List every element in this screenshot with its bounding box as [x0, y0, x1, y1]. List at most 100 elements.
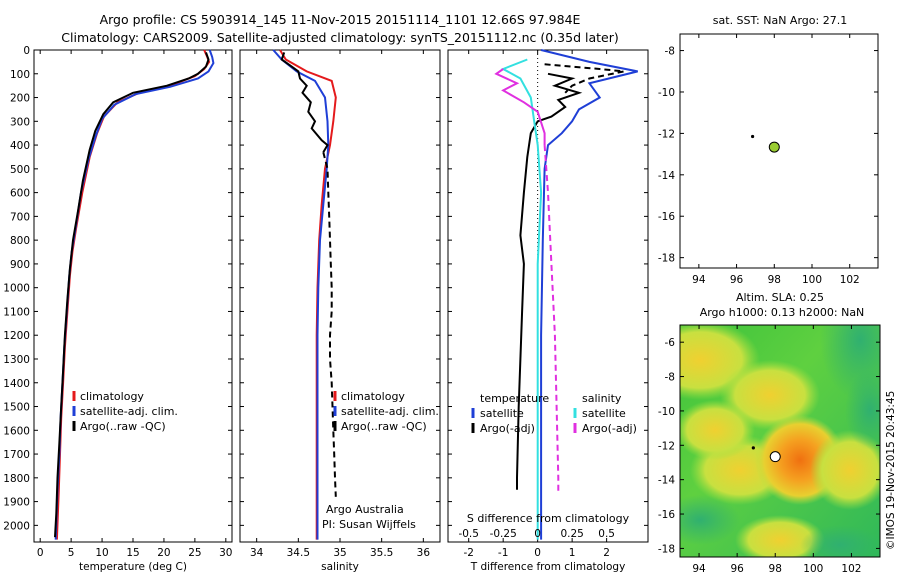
x-axis-label-top: S difference from climatology [467, 512, 630, 525]
map-frame [679, 33, 879, 269]
series-line-5 [543, 145, 560, 495]
legend-label: climatology [341, 390, 405, 403]
x-tick-label: 34.5 [287, 547, 310, 559]
y-tick-label: 600 [10, 188, 30, 200]
y-tick-label: 1600 [3, 425, 30, 437]
legend-label: satellite [480, 407, 524, 420]
x-tick-label: 1 [569, 547, 576, 559]
legend-label: Argo(-adj) [582, 422, 637, 435]
series-line-3 [500, 58, 543, 540]
x-axis-label: salinity [321, 561, 359, 573]
sst-map-panel: sat. SST: NaN Argo: 27.1 94 96 98 100 102 -8 -1… [658, 14, 879, 286]
x-tick-label: 10 [95, 547, 108, 559]
series-line-1 [272, 49, 330, 540]
y-tick-label: 100 [10, 69, 30, 81]
sla-map-panel: Altim. SLA: 0.25 Argo h1000: 0.13 h2000: … [658, 291, 881, 575]
y-tick-label: -12 [658, 440, 675, 452]
y-tick-label: -6 [665, 337, 676, 349]
annotation-text: Argo Australia [326, 503, 404, 516]
title-line-2: Climatology: CARS2009. Satellite-adjuste… [61, 30, 618, 45]
x-tick-label: 94 [692, 274, 706, 286]
plot-frame [239, 49, 441, 543]
map-title: sat. SST: NaN Argo: 27.1 [713, 14, 847, 27]
series-line-2 [544, 63, 625, 94]
argo-position-marker [768, 141, 780, 153]
x-tick-label: 100 [803, 563, 823, 575]
annotation-text: PI: Susan Wijffels [322, 518, 416, 531]
heatmap-blob [680, 495, 740, 545]
y-tick-label: -14 [658, 475, 675, 487]
series-line-1 [516, 72, 583, 490]
x-tick-label: 5 [68, 547, 75, 559]
x-tick-label: 20 [157, 547, 170, 559]
heatmap-blob [845, 370, 880, 450]
plot-frame [447, 49, 649, 543]
x-tick-label: 102 [841, 563, 861, 575]
x-tick-label: 102 [840, 274, 860, 286]
y-tick-label: 1300 [3, 354, 30, 366]
legend-label: Argo(-adj) [480, 422, 535, 435]
y-tick-label: 2000 [3, 520, 30, 532]
legend-label: Argo(..raw -QC) [80, 420, 166, 433]
y-tick-label: 1100 [3, 306, 30, 318]
y-tick-label: 500 [10, 164, 30, 176]
y-tick-label: 1000 [3, 283, 30, 295]
y-tick-label: 300 [10, 116, 30, 128]
x-top-tick-label: -0.25 [490, 528, 517, 540]
y-tick-label: 1200 [3, 330, 30, 342]
heatmap-blob [680, 400, 755, 460]
x-tick-label: -2 [463, 547, 473, 559]
x-tick-label: 96 [730, 274, 744, 286]
heatmap-blob [810, 430, 880, 510]
series-line-0 [540, 49, 638, 540]
y-tick-label: 700 [10, 211, 30, 223]
y-tick-label: 1400 [3, 378, 30, 390]
legend-label: Argo(..raw -QC) [341, 420, 427, 433]
legend-label: temperature [480, 392, 549, 405]
x-top-tick-label: 0.25 [560, 528, 583, 540]
x-tick-label: 2 [603, 547, 610, 559]
y-tick-label: -12 [658, 128, 675, 140]
map-frame [679, 324, 881, 558]
legend-label: satellite-adj. clim. [341, 405, 439, 418]
y-tick-label: -16 [658, 509, 675, 521]
x-tick-label: 98 [768, 274, 781, 286]
x-tick-label: 15 [126, 547, 139, 559]
x-axis-label: T difference from climatology [470, 561, 626, 573]
argo-position-marker [769, 451, 781, 463]
x-top-tick-label: 0.5 [598, 528, 615, 540]
sla-heatmap [680, 325, 880, 557]
y-tick-label: 1500 [3, 402, 30, 414]
track-dot [751, 134, 755, 139]
legend-label: climatology [80, 390, 144, 403]
legend-label: salinity [582, 392, 622, 405]
y-tick-label: 0 [23, 45, 30, 57]
y-tick-label: -16 [658, 211, 675, 223]
y-tick-label: -10 [658, 406, 675, 418]
series-line-4 [494, 68, 546, 146]
series-line-2 [280, 52, 329, 153]
y-tick-label: 1900 [3, 497, 30, 509]
y-tick-label: 400 [10, 140, 30, 152]
y-tick-label: -18 [658, 543, 675, 555]
x-tick-label: 0 [37, 547, 44, 559]
x-top-tick-label: 0 [534, 528, 541, 540]
y-tick-label: -14 [658, 170, 675, 182]
x-tick-label: 96 [730, 563, 744, 575]
x-tick-label: 94 [692, 563, 706, 575]
x-tick-label: 98 [769, 563, 782, 575]
x-top-tick-label: -0.5 [458, 528, 479, 540]
x-tick-label: 36 [417, 547, 431, 559]
x-tick-label: 0 [534, 547, 541, 559]
y-tick-label: -8 [665, 372, 675, 384]
x-tick-label: 100 [802, 274, 822, 286]
legend-label: satellite-adj. clim. [80, 405, 178, 418]
difference-panel: -2 -1 0 1 2 T difference from climatology S di… [447, 49, 649, 573]
temperature-panel: 0 5 10 15 20 25 300100200300400500600700800900… [3, 45, 233, 573]
x-tick-label: 35 [333, 547, 346, 559]
salinity-panel: 34 34.5 35 35.5 36 salinity climatology satelli… [239, 49, 441, 573]
y-tick-label: 1800 [3, 473, 30, 485]
plot-frame [33, 49, 233, 543]
heatmap-blob [800, 525, 880, 557]
